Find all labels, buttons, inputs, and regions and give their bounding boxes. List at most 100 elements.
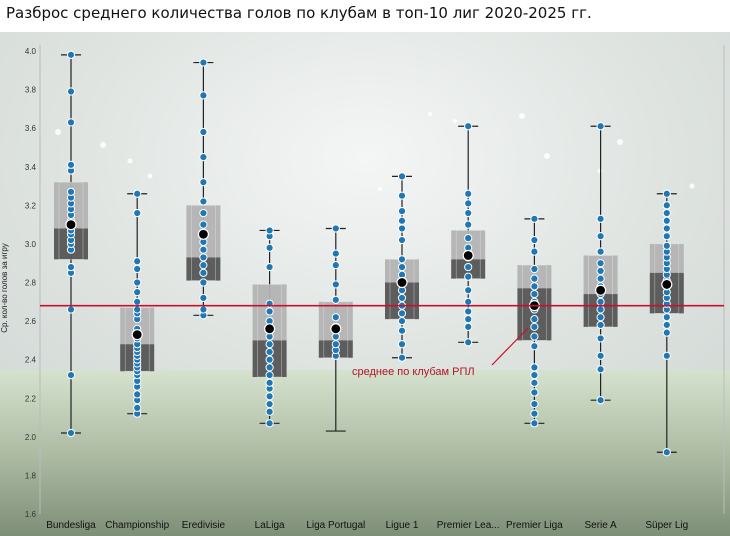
- club-point: [265, 355, 274, 364]
- club-point: [596, 313, 605, 322]
- club-point: [662, 448, 671, 457]
- league-mean-marker: [264, 323, 276, 335]
- club-point: [530, 322, 539, 331]
- club-point: [265, 419, 274, 428]
- league-boxes: [54, 50, 684, 457]
- x-tick-label: LaLiga: [255, 520, 285, 531]
- club-point: [331, 249, 340, 258]
- club-point: [199, 305, 208, 314]
- club-point: [66, 428, 76, 438]
- club-point: [199, 58, 208, 67]
- club-point: [397, 255, 407, 264]
- club-point: [464, 322, 473, 331]
- club-point: [133, 208, 142, 218]
- club-point: [66, 87, 76, 96]
- club-point: [596, 274, 605, 283]
- club-point: [265, 399, 274, 409]
- league-mean-marker: [197, 228, 209, 240]
- club-point: [397, 207, 407, 216]
- club-point: [596, 334, 605, 343]
- club-point: [464, 122, 473, 131]
- x-tick-label: Liga Portugal: [306, 520, 365, 531]
- club-point: [331, 280, 340, 289]
- club-point: [530, 399, 539, 409]
- club-point: [66, 160, 76, 169]
- club-point: [133, 297, 142, 306]
- club-point: [662, 313, 671, 322]
- y-tick-label: 3.2: [25, 201, 37, 210]
- league-box-5: [318, 224, 353, 432]
- club-point: [530, 315, 539, 324]
- club-point: [265, 226, 274, 235]
- y-axis-ticks: 1.6 1.8 2.0 2.2 2.4 2.6 2.8 3.0 3.2 3.4 3.6 3.8 4.0: [25, 47, 37, 519]
- x-axis-ticks: Bundesliga Championship Eredivisie LaLiga Li…: [46, 520, 688, 531]
- club-point: [530, 289, 539, 299]
- club-point: [199, 208, 208, 218]
- club-point: [199, 220, 208, 229]
- club-point: [464, 189, 473, 198]
- club-point: [397, 224, 407, 233]
- league-mean-marker: [594, 284, 607, 296]
- club-point: [265, 392, 274, 401]
- box-inner-outline: [58, 181, 84, 260]
- club-point: [397, 353, 407, 362]
- y-tick-label: 2.8: [25, 279, 37, 288]
- club-point: [596, 297, 605, 306]
- club-point: [133, 257, 142, 266]
- club-point: [133, 403, 142, 412]
- league-box-1: [54, 50, 88, 438]
- club-point: [199, 197, 208, 206]
- club-point: [397, 191, 407, 200]
- club-point: [199, 293, 208, 303]
- club-point: [596, 214, 605, 223]
- club-point: [662, 189, 671, 198]
- club-point: [662, 216, 671, 225]
- league-box-3: [186, 58, 221, 320]
- league-box-7: [451, 122, 486, 347]
- club-point: [331, 340, 340, 349]
- club-point: [530, 342, 539, 351]
- club-point: [530, 282, 539, 291]
- x-tick-label: Championship: [105, 520, 169, 531]
- club-point: [133, 390, 142, 399]
- club-point: [662, 328, 671, 337]
- club-point: [133, 264, 142, 274]
- league-mean-marker: [330, 323, 342, 335]
- club-point: [530, 409, 539, 418]
- club-point: [199, 261, 208, 270]
- club-point: [133, 305, 142, 314]
- club-point: [265, 378, 274, 387]
- club-point: [331, 313, 340, 322]
- club-point: [265, 340, 274, 349]
- club-point: [397, 216, 407, 225]
- club-point: [397, 172, 407, 181]
- league-box-2: [120, 189, 155, 418]
- club-point: [596, 396, 605, 405]
- club-point: [662, 201, 671, 210]
- club-point: [265, 243, 274, 252]
- reference-line-group: [40, 304, 724, 366]
- club-point: [596, 259, 605, 268]
- club-point: [265, 407, 274, 416]
- club-point: [530, 332, 539, 341]
- club-point: [662, 320, 671, 330]
- league-mean-marker: [661, 278, 673, 291]
- club-point: [662, 208, 671, 218]
- club-point: [331, 261, 340, 270]
- club-point: [66, 371, 76, 380]
- club-point: [530, 274, 539, 283]
- club-point: [596, 365, 605, 374]
- club-point: [662, 232, 671, 241]
- club-point: [464, 338, 473, 347]
- league-box-9: [583, 122, 618, 405]
- x-tick-label: Premier Liga: [506, 520, 563, 531]
- league-mean-marker: [65, 219, 77, 231]
- club-point: [397, 262, 407, 272]
- club-point: [397, 309, 407, 318]
- club-point: [596, 232, 605, 241]
- club-point: [331, 224, 340, 233]
- club-point: [66, 118, 76, 127]
- club-point: [331, 295, 340, 304]
- club-point: [464, 297, 473, 306]
- y-tick-label: 1.6: [25, 510, 37, 519]
